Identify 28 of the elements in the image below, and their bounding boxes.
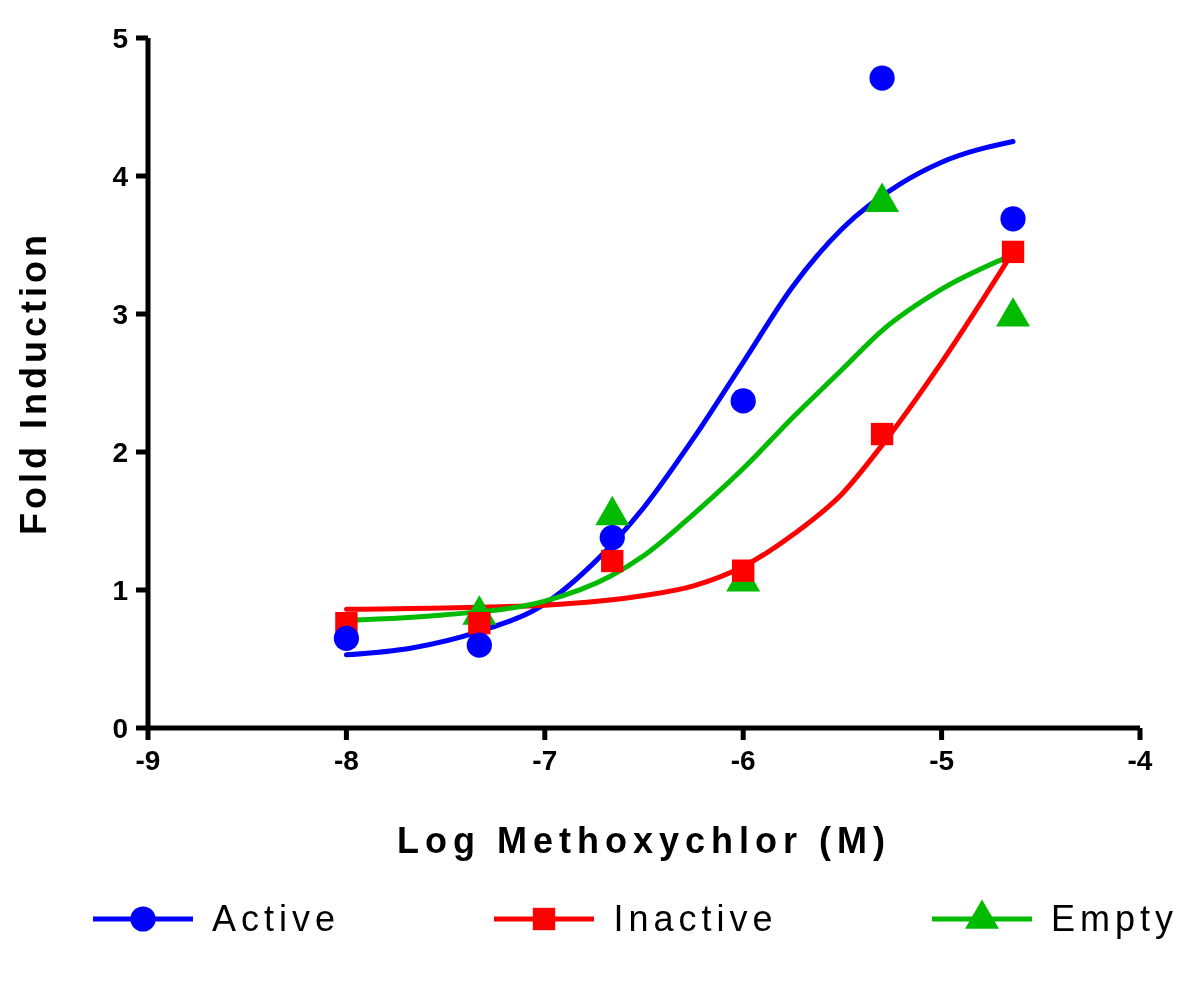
x-tick-label: -6 [730, 744, 756, 776]
legend-label: Empty [1050, 898, 1177, 940]
point [869, 65, 895, 91]
point [333, 625, 360, 651]
x-tick-label: -7 [532, 744, 558, 776]
y-tick-label: 1 [112, 574, 128, 606]
x-tick-label: -9 [135, 744, 161, 776]
x-tick-label: -8 [333, 744, 359, 776]
point [599, 524, 625, 551]
x-tick-label: -5 [929, 744, 955, 776]
y-tick-label: 2 [112, 436, 128, 468]
y-tick-label: 3 [112, 298, 128, 330]
y-tick-label: 5 [112, 22, 128, 54]
point [1001, 240, 1025, 264]
point [466, 632, 492, 658]
y-tick-label: 0 [112, 712, 128, 744]
point [601, 549, 624, 573]
x-axis-title: Log Methoxychlor (M) [397, 820, 891, 861]
point [1000, 206, 1026, 232]
point [730, 388, 756, 414]
legend-label: Active [212, 898, 341, 940]
legend-label: Inactive [613, 898, 778, 940]
point [870, 422, 894, 446]
point [468, 611, 491, 635]
point [732, 559, 755, 582]
y-axis-title: Fold Induction [12, 231, 54, 535]
x-tick-label: -4 [1127, 744, 1153, 776]
y-tick-label: 4 [112, 160, 129, 192]
